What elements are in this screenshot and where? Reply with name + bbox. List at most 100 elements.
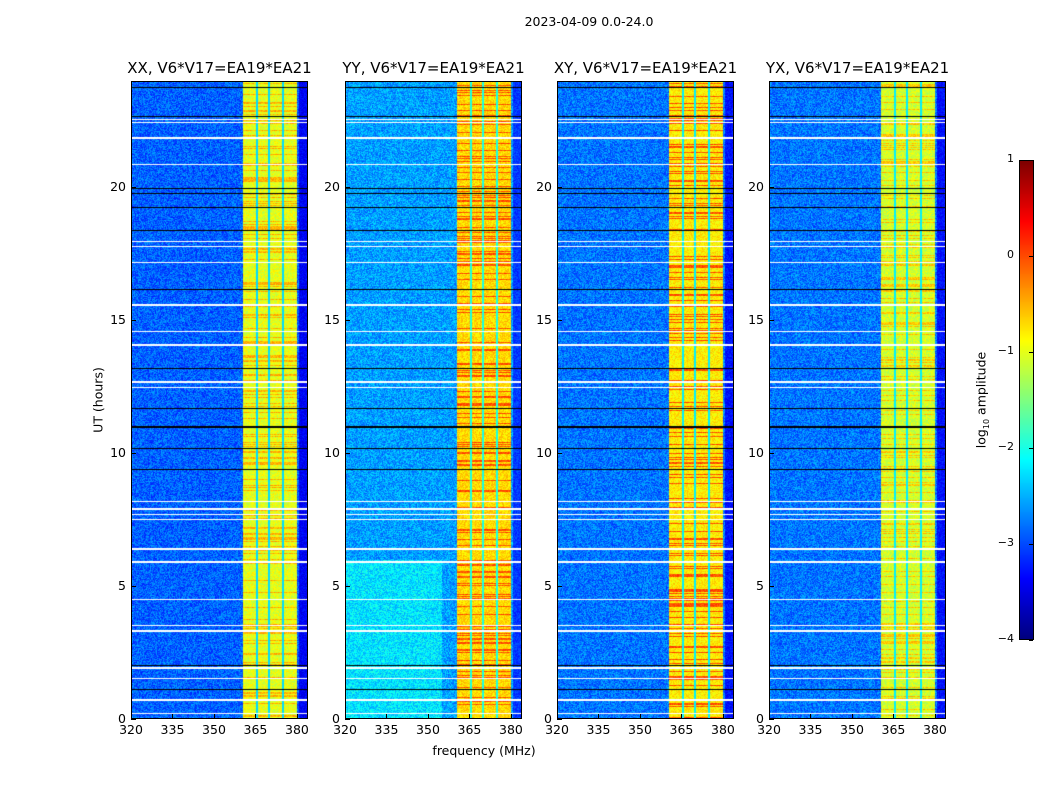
x-tick-label: 365	[669, 722, 694, 737]
x-tick-mark	[893, 714, 895, 719]
x-tick-mark	[769, 714, 770, 719]
x-tick-label: 320	[119, 722, 143, 737]
panel-title: YY, V6*V17=EA19*EA21	[342, 59, 525, 77]
colorbar-tick-label: −4	[997, 632, 1014, 645]
y-tick-mark	[345, 187, 350, 189]
x-tick-label: 320	[333, 722, 357, 737]
heatmap-panel	[769, 81, 946, 719]
x-tick-mark	[345, 714, 346, 719]
x-tick-mark	[598, 714, 600, 719]
x-tick-mark	[810, 714, 812, 719]
x-tick-label: 350	[202, 722, 226, 737]
panel-title: XX, V6*V17=EA19*EA21	[127, 59, 312, 77]
y-tick-label: 10	[324, 445, 340, 461]
x-tick-label: 365	[881, 722, 906, 737]
colorbar-label: log10 amplitude	[973, 352, 991, 448]
x-tick-label: 335	[798, 722, 823, 737]
x-tick-mark	[255, 714, 257, 719]
x-tick-mark	[131, 714, 132, 719]
x-tick-mark	[510, 714, 512, 719]
heatmap-panel	[557, 81, 734, 719]
y-tick-label: 5	[118, 578, 126, 594]
colorbar-tick-mark	[1029, 160, 1033, 161]
x-tick-mark	[427, 714, 429, 719]
y-tick-label: 15	[748, 312, 764, 328]
colorbar-tick-mark	[1029, 352, 1033, 353]
y-tick-mark	[557, 187, 562, 189]
y-tick-label: 10	[536, 445, 552, 461]
y-tick-label: 0	[544, 711, 552, 726]
x-tick-mark	[722, 714, 724, 719]
x-tick-label: 365	[457, 722, 482, 737]
y-tick-mark	[131, 320, 136, 322]
x-tick-label: 380	[285, 722, 309, 737]
y-tick-mark	[557, 320, 562, 322]
y-tick-mark	[769, 453, 774, 455]
x-tick-label: 350	[840, 722, 864, 737]
colorbar-label-sub: 10	[981, 418, 991, 430]
heatmap-canvas	[132, 82, 307, 718]
colorbar-tick-mark	[1029, 640, 1033, 641]
colorbar-label-rest: amplitude	[973, 351, 989, 419]
y-tick-label: 5	[332, 578, 340, 594]
panel-title: YX, V6*V17=EA19*EA21	[765, 59, 950, 77]
y-tick-label: 10	[748, 445, 764, 461]
x-tick-mark	[851, 714, 853, 719]
colorbar-label-main: log	[973, 429, 989, 449]
x-tick-label: 380	[923, 722, 947, 737]
y-tick-mark	[345, 586, 350, 588]
x-tick-label: 380	[711, 722, 735, 737]
y-tick-mark	[769, 187, 774, 189]
x-tick-mark	[213, 714, 215, 719]
heatmap-panel	[131, 81, 308, 719]
y-tick-mark	[131, 187, 136, 189]
colorbar-tick-label: −1	[997, 344, 1014, 357]
figure-title: 2023-04-09 0.0-24.0	[524, 14, 654, 29]
colorbar-tick-label: −2	[997, 440, 1014, 453]
y-tick-label: 15	[324, 312, 340, 328]
colorbar-tick-label: 1	[1007, 152, 1014, 165]
heatmap-panel	[345, 81, 522, 719]
y-tick-label: 10	[110, 445, 126, 461]
colorbar	[1019, 160, 1034, 640]
x-tick-label: 335	[374, 722, 399, 737]
y-tick-label: 15	[536, 312, 552, 328]
x-tick-label: 350	[628, 722, 652, 737]
x-tick-label: 380	[499, 722, 523, 737]
y-tick-label: 20	[324, 179, 340, 195]
colorbar-tick-mark	[1029, 448, 1033, 449]
panel-title: XY, V6*V17=EA19*EA21	[553, 59, 738, 77]
y-tick-mark	[131, 453, 136, 455]
y-tick-label: 15	[110, 312, 126, 328]
x-tick-mark	[469, 714, 471, 719]
colorbar-tick-label: −3	[997, 536, 1014, 549]
colorbar-tick-mark	[1029, 544, 1033, 545]
heatmap-canvas	[346, 82, 521, 718]
y-tick-mark	[769, 719, 774, 720]
y-tick-label: 0	[332, 711, 340, 726]
y-tick-label: 5	[756, 578, 764, 594]
y-tick-label: 20	[536, 179, 552, 195]
colorbar-tick-mark	[1029, 256, 1033, 257]
y-tick-mark	[345, 453, 350, 455]
x-tick-label: 335	[160, 722, 185, 737]
y-tick-mark	[345, 320, 350, 322]
x-tick-label: 365	[243, 722, 268, 737]
x-tick-label: 335	[586, 722, 611, 737]
y-tick-mark	[345, 719, 350, 720]
x-tick-label: 350	[416, 722, 440, 737]
y-tick-label: 20	[110, 179, 126, 195]
x-tick-label: 320	[545, 722, 569, 737]
y-tick-mark	[131, 719, 136, 720]
x-tick-mark	[934, 714, 936, 719]
x-tick-label: 320	[757, 722, 781, 737]
y-axis-label: UT (hours)	[90, 367, 106, 433]
y-tick-mark	[557, 719, 562, 720]
heatmap-canvas	[558, 82, 733, 718]
colorbar-tick-label: 0	[1007, 248, 1014, 261]
x-axis-label: frequency (MHz)	[432, 743, 536, 758]
x-tick-mark	[639, 714, 641, 719]
heatmap-canvas	[770, 82, 945, 718]
y-tick-mark	[769, 586, 774, 588]
